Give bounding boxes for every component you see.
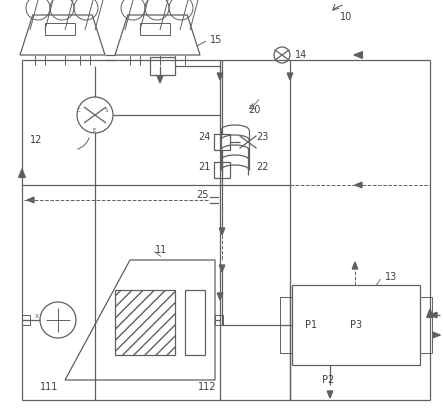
Bar xyxy=(22,315,30,325)
Bar xyxy=(292,285,420,365)
Text: 111: 111 xyxy=(40,382,58,392)
Text: 15: 15 xyxy=(210,35,222,45)
Text: 112: 112 xyxy=(198,382,217,392)
Polygon shape xyxy=(327,391,333,398)
Text: 13: 13 xyxy=(385,272,397,282)
Polygon shape xyxy=(217,293,223,300)
Bar xyxy=(214,134,230,150)
Polygon shape xyxy=(355,182,362,188)
Bar xyxy=(45,23,75,35)
Text: 20: 20 xyxy=(248,105,260,115)
Bar xyxy=(185,290,205,355)
Text: S: S xyxy=(105,107,109,112)
Text: P3: P3 xyxy=(350,320,362,330)
Bar xyxy=(280,297,292,353)
Text: 22: 22 xyxy=(256,162,268,172)
Polygon shape xyxy=(19,169,25,177)
Polygon shape xyxy=(219,265,225,272)
Text: 21: 21 xyxy=(198,162,210,172)
Polygon shape xyxy=(433,332,440,338)
Polygon shape xyxy=(157,76,163,83)
Text: 25: 25 xyxy=(196,190,209,200)
Polygon shape xyxy=(352,262,358,269)
Text: 11: 11 xyxy=(155,245,167,255)
Bar xyxy=(140,23,170,35)
Polygon shape xyxy=(219,228,225,235)
Bar xyxy=(214,162,230,178)
Text: C: C xyxy=(77,107,81,112)
Text: 10: 10 xyxy=(340,12,352,22)
Polygon shape xyxy=(287,73,293,80)
Polygon shape xyxy=(430,312,437,318)
Polygon shape xyxy=(217,73,223,80)
Text: 23: 23 xyxy=(256,132,268,142)
Polygon shape xyxy=(27,197,34,203)
Bar xyxy=(215,315,223,325)
Text: X: X xyxy=(35,315,39,320)
Polygon shape xyxy=(354,52,362,58)
Text: E: E xyxy=(93,127,97,132)
Text: 24: 24 xyxy=(198,132,210,142)
Polygon shape xyxy=(427,309,433,317)
Bar xyxy=(115,290,175,355)
Text: P1: P1 xyxy=(305,320,317,330)
Bar xyxy=(150,57,175,75)
Text: 14: 14 xyxy=(295,50,307,60)
Bar xyxy=(420,297,432,353)
Text: P2: P2 xyxy=(322,375,334,385)
Text: 12: 12 xyxy=(30,135,43,145)
